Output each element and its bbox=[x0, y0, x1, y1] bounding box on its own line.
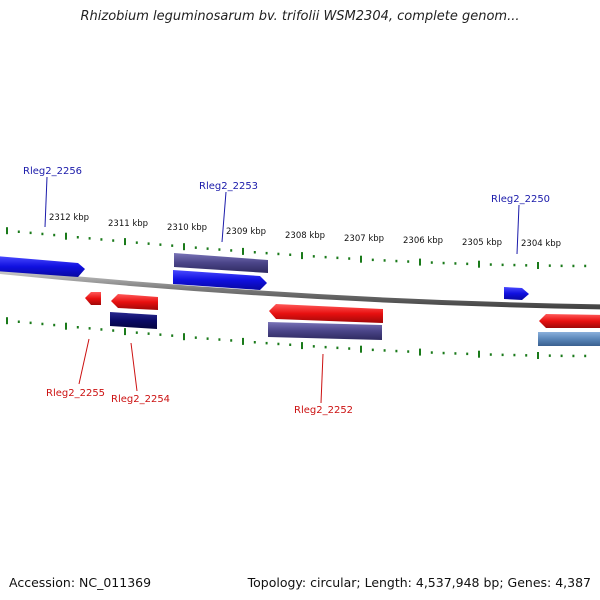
forward-gene-feature[interactable] bbox=[0, 256, 85, 277]
gene-label-rleg2-2252[interactable]: Rleg2_2252 bbox=[294, 405, 353, 416]
reverse-gene-feature[interactable] bbox=[85, 292, 101, 305]
scale-label-2311: 2311 kbp bbox=[108, 219, 148, 229]
genome-summary-text: Topology: circular; Length: 4,537,948 bp… bbox=[247, 575, 591, 590]
leader-line bbox=[44, 176, 48, 228]
accession-text: Accession: NC_011369 bbox=[9, 575, 152, 590]
scale-label-2308: 2308 kbp bbox=[285, 231, 325, 241]
inner-tick-track bbox=[6, 317, 587, 359]
scale-label-2306: 2306 kbp bbox=[403, 236, 443, 246]
scale-label-2305: 2305 kbp bbox=[462, 238, 502, 248]
reverse-gene-feature[interactable] bbox=[539, 314, 600, 328]
scale-label-2310: 2310 kbp bbox=[167, 223, 207, 233]
reverse-cds-feature[interactable] bbox=[538, 332, 600, 346]
forward-cds-feature[interactable] bbox=[174, 253, 268, 273]
outer-tick-track bbox=[6, 227, 587, 269]
gene-label-rleg2-2256[interactable]: Rleg2_2256 bbox=[23, 166, 82, 177]
map-title: Rhizobium leguminosarum bv. trifolii WSM… bbox=[80, 9, 520, 24]
leader-line bbox=[78, 338, 90, 385]
leader-line bbox=[221, 191, 227, 243]
gene-label-leaders bbox=[44, 176, 520, 404]
gene-label-rleg2-2255[interactable]: Rleg2_2255 bbox=[46, 388, 105, 399]
forward-gene-feature[interactable] bbox=[173, 270, 267, 290]
forward-gene-feature[interactable] bbox=[504, 287, 529, 300]
scale-label-2307: 2307 kbp bbox=[344, 234, 384, 244]
scale-label-2312: 2312 kbp bbox=[49, 213, 89, 223]
reverse-gene-feature[interactable] bbox=[269, 304, 383, 323]
reverse-cds-feature[interactable] bbox=[268, 322, 382, 340]
leader-line bbox=[130, 342, 138, 392]
scale-label-2304: 2304 kbp bbox=[521, 239, 561, 249]
gene-label-rleg2-2253[interactable]: Rleg2_2253 bbox=[199, 181, 258, 192]
reverse-cds-feature[interactable] bbox=[110, 312, 157, 329]
leader-line bbox=[320, 353, 324, 404]
scale-label-2309: 2309 kbp bbox=[226, 227, 266, 237]
scale-labels: 2312 kbp 2311 kbp 2310 kbp 2309 kbp 2308… bbox=[49, 213, 561, 249]
gene-label-rleg2-2250[interactable]: Rleg2_2250 bbox=[491, 194, 550, 205]
reverse-gene-feature[interactable] bbox=[111, 294, 158, 310]
leader-line bbox=[516, 204, 520, 255]
gene-label-rleg2-2254[interactable]: Rleg2_2254 bbox=[111, 394, 170, 405]
genome-backbone bbox=[0, 268, 600, 310]
